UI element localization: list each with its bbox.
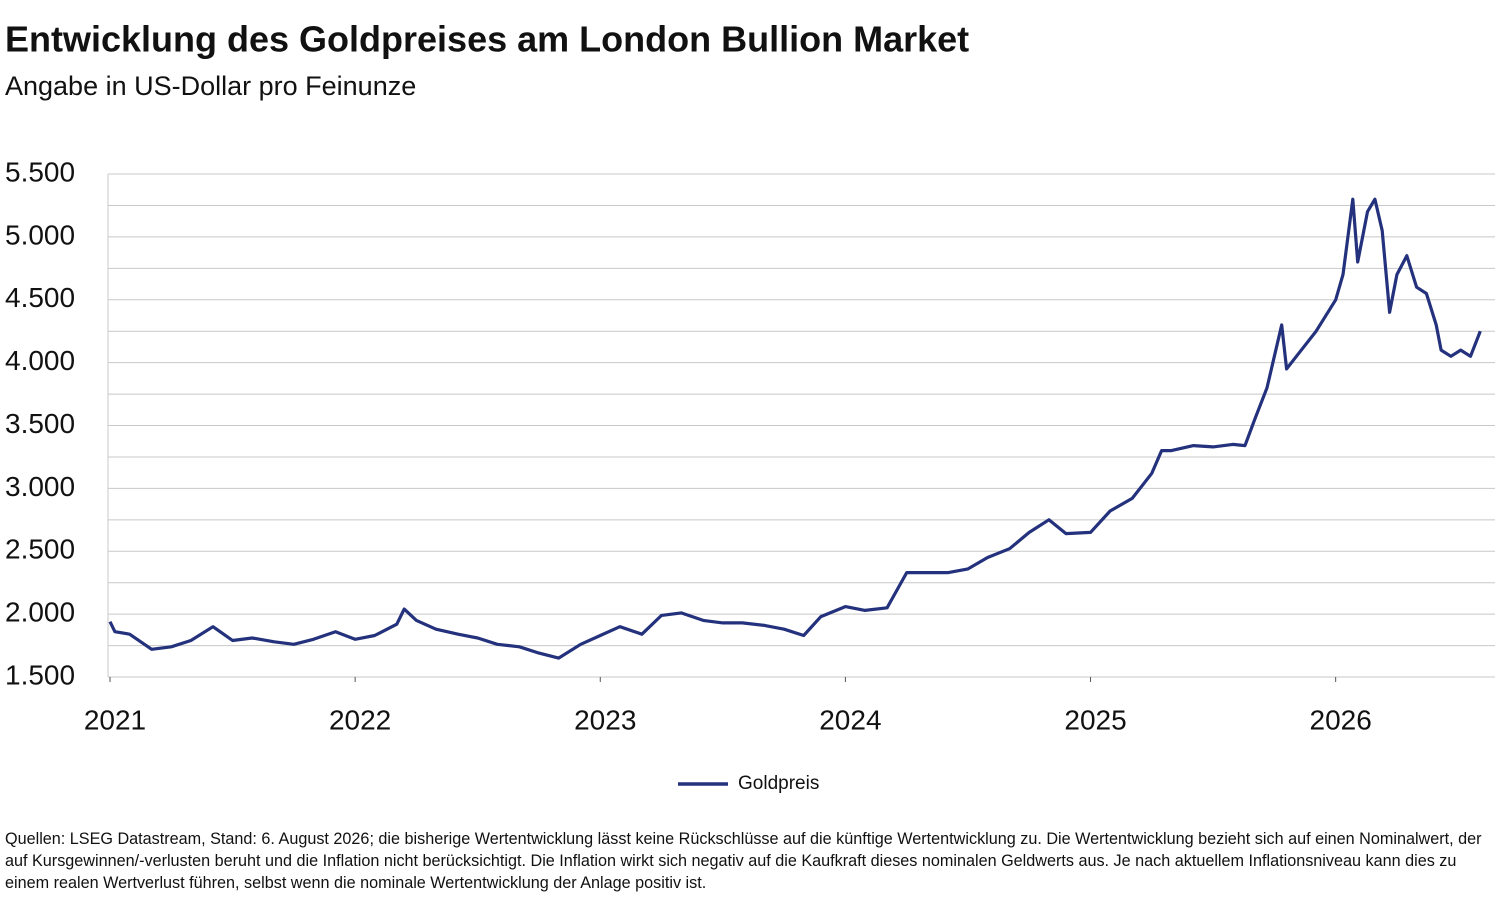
y-tick-label: 3.000 [5,471,75,502]
y-tick-label: 5.000 [5,219,75,250]
chart: Entwicklung des Goldpreises am London Bu… [5,19,1495,794]
x-tick-label: 2021 [84,704,146,735]
x-tick-label: 2023 [574,704,636,735]
chart-title: Entwicklung des Goldpreises am London Bu… [5,19,969,60]
y-tick-label: 1.500 [5,659,75,690]
y-tick-label: 2.500 [5,534,75,565]
x-tick-label: 2022 [329,704,391,735]
x-tick-label: 2025 [1064,704,1126,735]
legend-label: Goldpreis [738,773,819,794]
y-tick-label: 4.500 [5,282,75,313]
y-tick-label: 4.000 [5,345,75,376]
x-tick-label: 2024 [819,704,881,735]
x-tick-label: 2026 [1310,704,1372,735]
y-tick-label: 5.500 [5,156,75,187]
data-line [108,197,1482,660]
footnote: Quellen: LSEG Datastream, Stand: 6. Augu… [5,830,1482,892]
y-tick-label: 3.500 [5,408,75,439]
y-tick-label: 2.000 [5,597,75,628]
chart-subtitle: Angabe in US-Dollar pro Feinunze [5,71,416,101]
